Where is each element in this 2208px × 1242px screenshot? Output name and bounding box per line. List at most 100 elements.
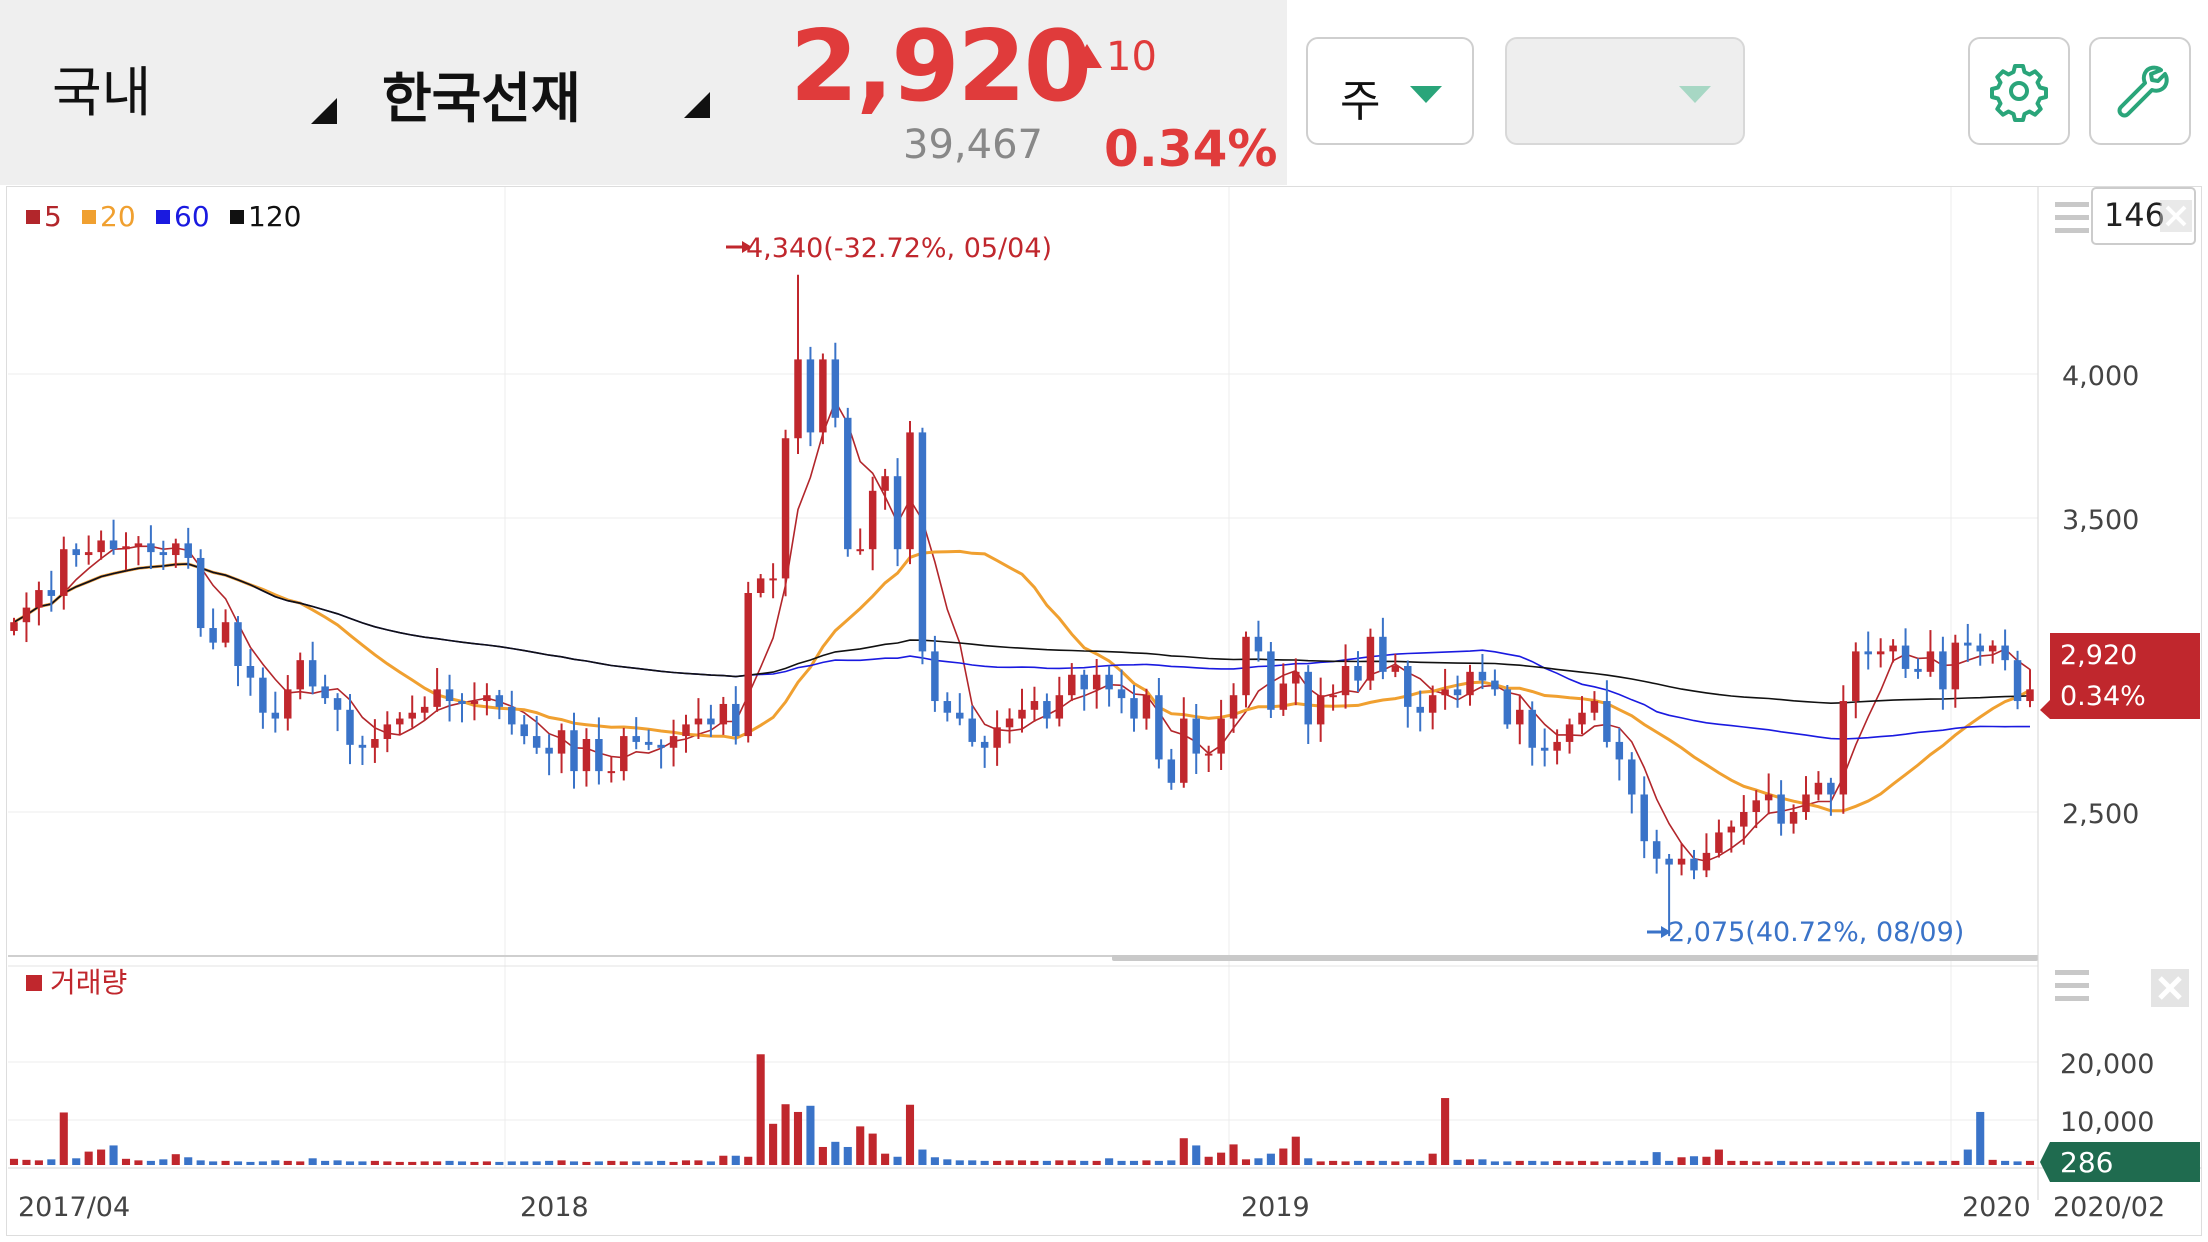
volume-bar xyxy=(1453,1159,1462,1165)
indicator-select[interactable] xyxy=(1505,37,1745,145)
gear-icon xyxy=(1990,64,2048,122)
candle-body xyxy=(856,549,864,552)
chart-grid xyxy=(8,187,2038,1168)
volume-bar xyxy=(1441,1098,1450,1165)
volume-bar xyxy=(495,1161,504,1165)
count-box-value: 146 xyxy=(2104,196,2165,234)
volume-bar xyxy=(744,1156,753,1165)
candle-body xyxy=(906,432,914,550)
candle-body xyxy=(744,593,752,737)
candle-body xyxy=(1130,698,1138,719)
candle-body xyxy=(1764,794,1773,801)
volume-bar xyxy=(1851,1161,1860,1165)
candle-body xyxy=(1229,695,1238,719)
volume-bar xyxy=(1553,1160,1562,1165)
volume-bar xyxy=(1627,1160,1636,1165)
volume-bar xyxy=(1142,1160,1151,1165)
candle-body xyxy=(2001,645,2009,661)
candle-body xyxy=(1677,858,1686,865)
volume-bar xyxy=(1689,1156,1699,1165)
volume-bar xyxy=(856,1126,865,1165)
current-price: 2,920 xyxy=(790,10,1092,124)
volume-bar xyxy=(1179,1138,1188,1165)
market-dropdown-triangle-icon[interactable] xyxy=(311,98,337,124)
volume-bar xyxy=(296,1161,305,1165)
candle-body xyxy=(1901,645,1910,669)
volume-bar xyxy=(993,1160,1002,1165)
volume-bar xyxy=(333,1160,342,1165)
date-axis-label: 2017/04 xyxy=(18,1192,130,1223)
candle-body xyxy=(1939,651,1947,690)
price-change-value: 10 xyxy=(1106,34,1157,80)
candle-body xyxy=(445,689,454,702)
volume-bar xyxy=(1515,1160,1524,1165)
volume-bar xyxy=(1316,1161,1325,1165)
volume-bar xyxy=(1565,1161,1574,1165)
volume-bar xyxy=(1938,1160,1947,1165)
settings-button[interactable] xyxy=(1968,37,2070,145)
candle-body xyxy=(1068,674,1076,696)
volume-bar xyxy=(545,1160,554,1165)
volume-bar xyxy=(1204,1156,1213,1165)
wrench-icon xyxy=(2117,65,2169,118)
count-box[interactable] xyxy=(2091,187,2196,245)
candle-body xyxy=(1142,695,1151,719)
volume-panel-menu-icon[interactable] xyxy=(2055,970,2089,1001)
volume-bar xyxy=(557,1160,566,1165)
volume-bar xyxy=(831,1141,840,1165)
volume-bar xyxy=(1353,1160,1363,1165)
volume-bar xyxy=(507,1161,516,1165)
volume-bar xyxy=(258,1161,267,1165)
moving-average-lines xyxy=(13,399,2031,862)
volume-panel-close-icon[interactable] xyxy=(2151,969,2189,1007)
chevron-down-icon xyxy=(1679,86,1711,103)
trading-volume: 39,467 xyxy=(903,122,1043,168)
current-price-tag xyxy=(2050,633,2200,719)
volume-bar xyxy=(109,1145,118,1165)
candle-body xyxy=(1503,689,1512,725)
candle-body xyxy=(1453,689,1462,696)
candle-body xyxy=(968,718,976,742)
candle-body xyxy=(1640,794,1648,842)
candle-body xyxy=(557,730,566,754)
stock-name[interactable]: 한국선재 xyxy=(382,67,581,130)
volume-bar xyxy=(918,1149,927,1165)
close-icon[interactable] xyxy=(2160,200,2192,232)
volume-bar xyxy=(1378,1160,1387,1165)
candle-body xyxy=(694,718,703,725)
horizontal-scrollbar[interactable] xyxy=(1112,955,2038,961)
period-select[interactable]: 주 xyxy=(1306,37,1474,145)
candle-body xyxy=(271,712,280,719)
candle-body xyxy=(993,727,1001,748)
date-axis: 2017/04 2018 2019 2020 2020/02 xyxy=(18,1192,2165,1223)
volume-bar xyxy=(793,1111,803,1165)
volume-bar xyxy=(657,1160,666,1165)
candle-body xyxy=(508,706,516,725)
volume-bar xyxy=(121,1158,131,1165)
volume-bar-series xyxy=(9,1054,2035,1165)
date-axis-label: 2019 xyxy=(1241,1192,1310,1223)
volume-bar xyxy=(532,1161,541,1165)
candle-body xyxy=(893,476,902,550)
candle-body xyxy=(1341,666,1350,696)
panel-menu-icon[interactable] xyxy=(2055,202,2089,233)
tools-button[interactable] xyxy=(2089,37,2191,145)
volume-bar xyxy=(756,1054,765,1165)
volume-bar xyxy=(1752,1161,1761,1165)
candlestick-series xyxy=(10,274,2034,937)
volume-bar xyxy=(184,1157,193,1165)
price-axis: 4,000 3,500 2,500 xyxy=(2062,361,2139,830)
volume-bar xyxy=(1826,1161,1835,1165)
candle-body xyxy=(682,724,690,737)
market-selector-label[interactable]: 국내 xyxy=(52,61,152,124)
price-change-percent: 0.34% xyxy=(1104,120,1278,178)
candle-body xyxy=(1652,841,1661,859)
stock-dropdown-triangle-icon[interactable] xyxy=(684,92,710,118)
volume-bar xyxy=(246,1161,255,1165)
volume-bar xyxy=(1217,1152,1226,1165)
volume-bar xyxy=(1602,1161,1611,1165)
candle-body xyxy=(420,706,429,713)
volume-bar xyxy=(1976,1111,1985,1165)
volume-bar xyxy=(619,1161,628,1165)
